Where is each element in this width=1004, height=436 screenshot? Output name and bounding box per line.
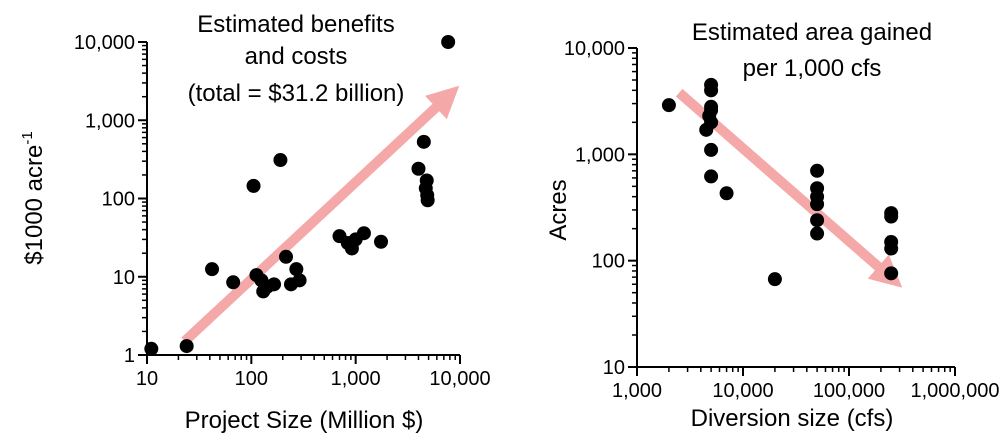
data-point: [704, 169, 719, 184]
data-point: [411, 161, 426, 176]
data-point: [226, 275, 241, 290]
y-tick-label: 100: [102, 189, 135, 211]
x-tick-label: 1,000: [612, 380, 662, 402]
data-point: [884, 241, 899, 256]
data-point: [420, 193, 435, 208]
chart-title-line: Estimated benefits: [197, 11, 394, 38]
area-gained-chart: Estimated area gained per 1,000 cfs 1010…: [545, 19, 999, 432]
data-point: [719, 186, 734, 201]
data-point: [441, 35, 456, 49]
y-tick-label: 10,000: [564, 38, 625, 60]
x-tick-label: 10,000: [712, 380, 773, 402]
y-axis-label-text: $1000 acre: [21, 145, 48, 265]
data-point: [416, 134, 431, 149]
axis-ticks: 10 100 1,000 10,000 1,000 10,000 100,000 1,000,…: [564, 38, 1000, 402]
x-axis-label: Project Size (Million $): [185, 407, 424, 434]
data-points: [661, 77, 899, 287]
y-axis-label: Acres: [545, 179, 572, 240]
x-tick-label: 100: [235, 368, 268, 390]
data-points: [144, 35, 456, 356]
x-axis-label: Diversion size (cfs): [691, 405, 894, 432]
benefits-costs-chart: Estimated benefits and costs (total = $3…: [19, 11, 491, 434]
y-tick-label: 1: [124, 345, 135, 367]
data-point: [661, 98, 676, 113]
data-point: [884, 266, 899, 281]
data-point: [246, 178, 261, 193]
y-tick-label: 1,000: [85, 110, 135, 132]
data-point: [704, 115, 719, 130]
data-point: [356, 226, 371, 241]
x-tick-label: 100,000: [813, 380, 885, 402]
data-point: [704, 103, 719, 118]
data-point: [279, 249, 294, 264]
y-axis-label-superscript: -1: [19, 131, 36, 144]
data-point: [767, 272, 782, 287]
data-point: [273, 153, 288, 168]
data-point: [884, 209, 899, 224]
y-tick-label: 100: [592, 251, 625, 273]
data-point: [810, 213, 825, 228]
y-tick-label: 1,000: [575, 144, 625, 166]
data-point: [205, 262, 220, 277]
data-point: [810, 226, 825, 241]
y-tick-label: 10: [113, 267, 135, 289]
chart-title-line: Estimated area gained: [692, 19, 932, 46]
data-point: [374, 234, 389, 249]
x-tick-label: 10: [136, 368, 158, 390]
x-tick-label: 10,000: [429, 368, 490, 390]
trend-arrow: [181, 85, 460, 345]
data-point: [810, 197, 825, 212]
x-tick-label: 1,000,000: [911, 380, 1000, 402]
data-point: [144, 341, 159, 356]
data-point: [289, 262, 304, 277]
chart-title-line: (total = $31.2 billion): [188, 80, 405, 107]
y-tick-label: 10: [603, 357, 625, 379]
data-point: [810, 163, 825, 178]
data-point: [267, 277, 282, 292]
y-tick-label: 10,000: [74, 32, 135, 54]
data-point: [704, 142, 719, 157]
x-tick-label: 1,000: [331, 368, 381, 390]
trend-arrow-layer: [181, 85, 460, 345]
y-axis-label: $1000 acre-1: [19, 131, 48, 264]
data-point: [179, 339, 194, 354]
chart-title-line: and costs: [245, 43, 348, 70]
data-point: [419, 173, 434, 188]
data-point: [704, 83, 719, 98]
chart-title-line: per 1,000 cfs: [743, 55, 882, 82]
data-point: [292, 273, 307, 288]
